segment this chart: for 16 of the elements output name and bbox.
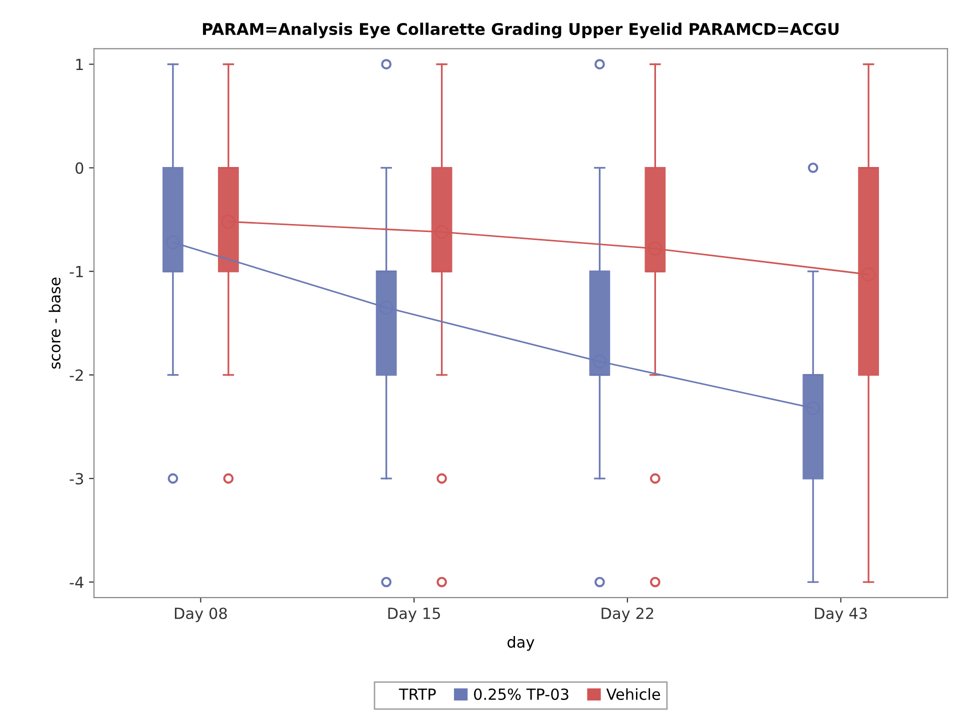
x-tick-label: Day 15 — [388, 608, 440, 622]
x-axis-title: day — [508, 636, 534, 651]
y-tick-label: -4 — [70, 576, 84, 588]
y-axis-title: score - base — [48, 278, 61, 369]
x-tick-label: Day 43 — [815, 608, 867, 622]
legend-label: 0.25% TP-03 — [474, 688, 568, 700]
chart-title: PARAM=Analysis Eye Collarette Grading Upper Eyelid PARAMCD=ACGU — [202, 22, 838, 38]
x-tick-label: Day 22 — [602, 608, 654, 622]
legend-label: Vehicle — [606, 688, 660, 700]
x-tick-label: Day 08 — [174, 608, 227, 622]
y-tick-label: 1 — [76, 58, 83, 70]
y-tick-label: -2 — [70, 369, 83, 381]
y-tick-label: -3 — [70, 472, 84, 485]
y-tick-label: 0 — [76, 162, 84, 174]
legend-title: TRTP — [398, 688, 436, 700]
y-tick-label: -1 — [70, 266, 83, 278]
